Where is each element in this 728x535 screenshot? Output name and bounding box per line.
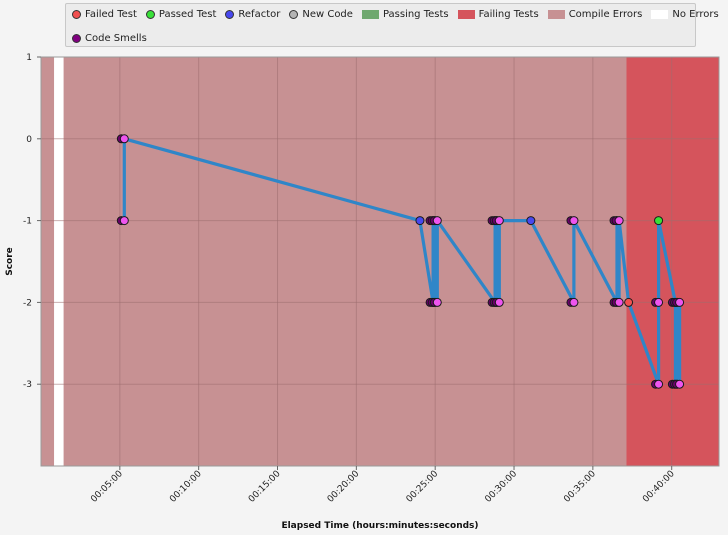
x-tick-label: 00:25:00 <box>405 469 441 505</box>
legend-label: Refactor <box>238 9 281 20</box>
point-code-smell <box>614 297 624 307</box>
error-state-regions <box>41 57 719 466</box>
point-code-smell <box>675 297 685 307</box>
y-tick-label: -2 <box>23 298 32 308</box>
legend-row-1: Failed Test Passed Test Refactor New Code Pa… <box>72 9 728 20</box>
legend-row-2: Code Smells <box>72 33 156 44</box>
point-code-smell <box>569 297 579 307</box>
legend-swatch-passing-tests <box>361 10 379 19</box>
legend-item-failing-tests: Failing Tests <box>457 9 539 20</box>
point-failed-test <box>624 297 634 307</box>
point-code-smell <box>119 216 129 226</box>
x-tick-label: 00:20:00 <box>326 469 362 505</box>
x-tick-label: 00:40:00 <box>641 469 677 505</box>
region-failing-tests <box>626 57 719 466</box>
legend-item-code-smells: Code Smells <box>72 33 147 44</box>
legend-label: Passed Test <box>158 9 217 20</box>
region-compile-errors <box>41 57 55 466</box>
legend-swatch-new-code <box>289 10 299 19</box>
y-tick-label: -3 <box>23 380 32 390</box>
x-axis-label: Elapsed Time (hours:minutes:seconds) <box>281 521 478 531</box>
legend-item-failed-test: Failed Test <box>72 9 137 20</box>
x-tick-label: 00:15:00 <box>247 469 283 505</box>
legend-item-refactor: Refactor <box>225 9 280 20</box>
legend-label: Failed Test <box>85 9 137 20</box>
point-code-smell <box>614 216 624 226</box>
legend-item-passed-test: Passed Test <box>145 9 217 20</box>
point-code-smell <box>654 297 664 307</box>
x-tick-label: 00:30:00 <box>483 469 519 505</box>
point-code-smell <box>569 216 579 226</box>
plot-frame <box>40 56 720 467</box>
score-line <box>122 137 682 386</box>
legend-label: Failing Tests <box>478 9 539 20</box>
legend-swatch-refactor <box>225 10 235 19</box>
legend-swatch-compile-errors <box>547 10 565 19</box>
y-tick-label: 1 <box>26 53 32 63</box>
legend-item-compile-errors: Compile Errors <box>547 9 643 20</box>
grid-lines <box>41 56 719 466</box>
point-code-smell <box>675 379 685 389</box>
point-code-smell <box>494 297 504 307</box>
point-refactor <box>526 216 536 226</box>
point-code-smell <box>654 379 664 389</box>
y-tick-label: -1 <box>23 217 32 227</box>
point-code-smell <box>119 134 129 144</box>
event-points <box>116 134 685 389</box>
legend-label: Code Smells <box>85 33 147 44</box>
region-compile-errors <box>63 57 627 466</box>
point-code-smell <box>432 297 442 307</box>
point-code-smell <box>432 216 442 226</box>
legend-label: Passing Tests <box>382 9 449 20</box>
legend-swatch-no-errors <box>651 10 669 19</box>
legend-swatch-failed-test <box>72 10 81 19</box>
legend-swatch-code-smells <box>72 34 81 43</box>
legend-swatch-passed-test <box>145 10 155 19</box>
region-no-errors <box>54 57 64 466</box>
legend-swatch-failing-tests <box>457 10 475 19</box>
legend-item-new-code: New Code <box>289 9 353 20</box>
legend-label: Compile Errors <box>568 9 643 20</box>
legend-item-no-errors: No Errors <box>651 9 719 20</box>
point-code-smell <box>494 216 504 226</box>
point-passed-test <box>654 216 664 226</box>
x-tick-label: 00:35:00 <box>562 469 598 505</box>
score-series <box>122 137 682 386</box>
point-refactor <box>415 216 425 226</box>
y-tick-label: 0 <box>26 135 32 145</box>
x-axis-ticks: 00:05:00 00:10:00 00:15:00 00:20:00 00:25:00… <box>89 466 677 505</box>
legend-label: New Code <box>302 9 353 20</box>
legend-item-passing-tests: Passing Tests <box>361 9 449 20</box>
x-tick-label: 00:10:00 <box>168 469 204 505</box>
x-tick-label: 00:05:00 <box>89 469 125 505</box>
legend-label: No Errors <box>672 9 719 20</box>
chart-legend: Failed Test Passed Test Refactor New Code Pa… <box>65 3 719 47</box>
y-axis-label: Score <box>5 247 15 276</box>
y-axis-ticks: 1 0 -1 -2 -3 <box>23 53 41 390</box>
